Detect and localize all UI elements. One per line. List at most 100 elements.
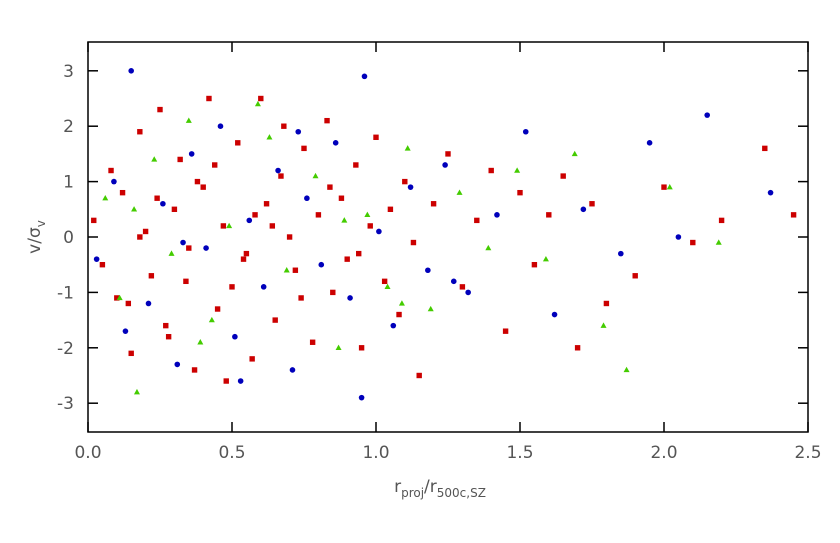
point xyxy=(407,184,414,190)
x-label-sub: proj xyxy=(401,486,424,500)
x-tick-label: 0.5 xyxy=(218,443,245,463)
point xyxy=(128,68,134,74)
point xyxy=(661,184,667,190)
point xyxy=(571,150,578,157)
point xyxy=(364,211,371,218)
point xyxy=(292,267,299,273)
point xyxy=(390,322,397,329)
point xyxy=(335,344,342,350)
y-tick-label: -3 xyxy=(57,394,74,414)
point xyxy=(91,217,97,224)
point xyxy=(254,100,261,107)
point xyxy=(246,217,253,224)
x-tick-label: 0.0 xyxy=(74,443,101,463)
point xyxy=(551,311,558,318)
point xyxy=(286,234,293,240)
point xyxy=(474,217,480,224)
point xyxy=(353,162,359,168)
point xyxy=(398,300,405,306)
point xyxy=(203,245,209,251)
point xyxy=(226,222,233,229)
point xyxy=(186,245,192,251)
point xyxy=(206,95,212,102)
point xyxy=(165,334,172,340)
point xyxy=(715,239,722,245)
point xyxy=(445,151,451,157)
point xyxy=(272,317,278,323)
point xyxy=(574,345,581,351)
point xyxy=(171,206,178,213)
point xyxy=(131,206,138,212)
point xyxy=(618,250,624,257)
point xyxy=(125,300,132,307)
point xyxy=(252,212,258,218)
point xyxy=(217,123,224,130)
point xyxy=(425,267,431,274)
point xyxy=(396,311,402,318)
point xyxy=(298,295,304,301)
point xyxy=(410,239,417,246)
point xyxy=(142,228,149,235)
point xyxy=(154,195,160,201)
point xyxy=(327,184,333,190)
point xyxy=(229,284,235,290)
point xyxy=(99,261,106,268)
point xyxy=(180,239,186,246)
y-tick-label: -1 xyxy=(57,283,74,303)
point xyxy=(450,278,457,285)
point xyxy=(465,289,471,296)
point xyxy=(240,256,247,262)
point xyxy=(704,112,710,118)
point xyxy=(494,212,500,218)
point xyxy=(295,128,302,135)
point xyxy=(237,378,244,384)
point xyxy=(301,145,307,152)
point xyxy=(358,394,365,401)
point xyxy=(330,289,336,296)
point xyxy=(183,278,189,285)
point xyxy=(324,117,330,124)
point xyxy=(646,140,653,146)
y-tick-label: 3 xyxy=(63,62,74,82)
point xyxy=(600,322,607,328)
point xyxy=(214,306,221,312)
point xyxy=(367,223,373,229)
point xyxy=(275,167,281,174)
y-tick-label: 2 xyxy=(63,117,74,137)
point xyxy=(344,256,350,262)
y-label-sub: v xyxy=(34,220,48,227)
y-tick-label: 0 xyxy=(63,228,74,248)
point xyxy=(137,234,143,240)
point xyxy=(332,140,339,146)
point xyxy=(174,361,181,368)
point xyxy=(623,366,630,373)
point xyxy=(341,217,348,223)
point xyxy=(675,234,682,240)
point xyxy=(387,206,394,213)
point xyxy=(258,95,264,102)
point xyxy=(762,145,768,152)
point xyxy=(281,123,287,129)
point xyxy=(289,367,296,373)
point xyxy=(148,273,155,279)
point xyxy=(304,195,310,202)
point xyxy=(580,206,587,213)
point xyxy=(220,223,227,229)
point xyxy=(442,162,448,168)
x-tick-label: 1.5 xyxy=(506,443,533,463)
point xyxy=(194,178,201,185)
point xyxy=(376,228,382,235)
x-label-part: r xyxy=(394,477,401,497)
point xyxy=(197,339,204,345)
point xyxy=(560,173,566,179)
point xyxy=(347,295,353,301)
point xyxy=(185,117,192,123)
point xyxy=(767,189,774,196)
point xyxy=(315,212,322,218)
plot-frame xyxy=(87,41,809,433)
x-tick-label: 2.5 xyxy=(794,443,821,463)
point xyxy=(145,300,152,307)
point xyxy=(116,294,123,301)
point xyxy=(356,250,362,257)
